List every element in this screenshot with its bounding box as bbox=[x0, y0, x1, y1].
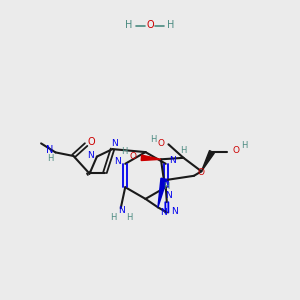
Text: H: H bbox=[150, 135, 156, 144]
Text: O: O bbox=[88, 137, 95, 147]
Text: H: H bbox=[167, 20, 175, 31]
Text: H: H bbox=[110, 213, 116, 222]
Polygon shape bbox=[158, 178, 167, 207]
Polygon shape bbox=[201, 151, 214, 171]
Text: H: H bbox=[47, 154, 53, 163]
Text: H: H bbox=[122, 147, 128, 156]
Text: N: N bbox=[46, 145, 54, 155]
Text: O: O bbox=[158, 139, 165, 148]
Text: N: N bbox=[112, 139, 118, 148]
Text: H: H bbox=[163, 182, 170, 191]
Text: O: O bbox=[197, 168, 204, 177]
Text: N: N bbox=[165, 191, 172, 200]
Text: O: O bbox=[129, 152, 136, 161]
Text: H: H bbox=[241, 141, 248, 150]
Text: N: N bbox=[114, 157, 121, 166]
Text: N: N bbox=[87, 151, 94, 160]
Text: O: O bbox=[233, 146, 240, 155]
Text: H: H bbox=[180, 146, 187, 155]
Text: O: O bbox=[146, 20, 154, 31]
Text: N: N bbox=[169, 156, 176, 165]
Text: H: H bbox=[126, 213, 132, 222]
Text: N: N bbox=[118, 206, 125, 215]
Text: H: H bbox=[125, 20, 133, 31]
Text: N: N bbox=[171, 207, 178, 216]
Polygon shape bbox=[141, 155, 161, 160]
Text: N: N bbox=[160, 208, 167, 217]
